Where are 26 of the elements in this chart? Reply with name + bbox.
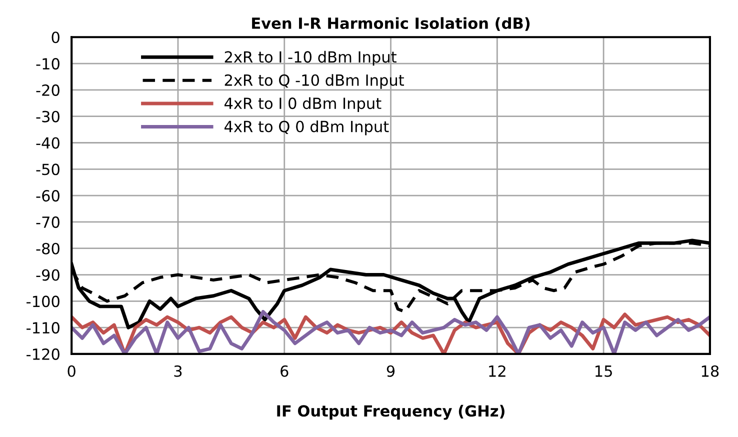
y-tick-label: -40	[36, 137, 60, 149]
y-tick-label: -90	[36, 269, 60, 281]
y-tick-label: -110	[26, 322, 60, 334]
y-tick-label: -60	[36, 190, 60, 202]
legend-label: 2xR to I -10 dBm Input	[224, 50, 396, 66]
x-tick-label: 3	[174, 365, 182, 377]
x-tick-label: 0	[68, 365, 76, 377]
y-tick-label: -10	[36, 58, 60, 70]
x-tick-label: 6	[280, 365, 288, 377]
y-tick-label: -120	[26, 348, 60, 360]
x-tick-label: 15	[596, 366, 612, 377]
y-tick-label: -30	[36, 110, 60, 122]
y-tick-label: 0	[52, 32, 60, 44]
y-tick-label: -80	[36, 242, 60, 254]
legend-label: 4xR to Q 0 dBm Input	[224, 120, 389, 136]
y-tick-label: -100	[26, 296, 60, 308]
y-tick-label: -50	[36, 164, 60, 176]
x-tick-label: 9	[386, 365, 395, 377]
x-tick-label: 12	[489, 365, 506, 377]
x-axis-title: IF Output Frequency (GHz)	[277, 404, 504, 420]
x-tick-label: 18	[702, 365, 719, 377]
legend-label: 2xR to Q -10 dBm Input	[224, 74, 404, 89]
y-tick-label: -20	[36, 84, 60, 96]
legend-label: 4xR to I 0 dBm Input	[224, 97, 382, 112]
y-tick-label: -70	[36, 216, 60, 228]
chart-title: Even I-R Harmonic Isolation (dB)	[252, 17, 530, 31]
